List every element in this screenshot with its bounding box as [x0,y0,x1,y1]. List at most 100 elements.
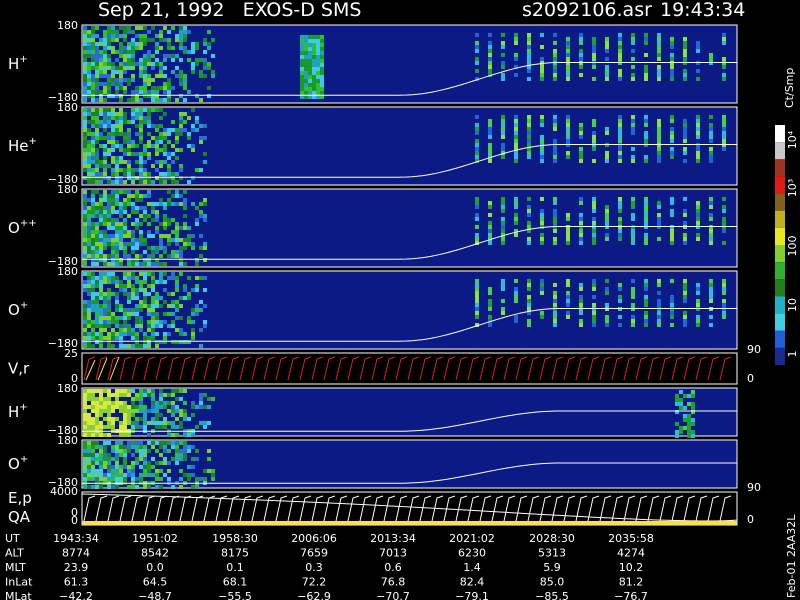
spectrum-cell [475,295,479,299]
spectrum-cell [127,405,131,409]
spectrum-cell [131,172,135,176]
spectrum-cell [131,140,135,144]
spectrum-cell [191,124,195,128]
spectrum-cell [475,311,479,315]
spectrum-cell [592,233,596,237]
spectrum-cell [163,202,167,206]
spectrum-cell [151,272,155,276]
spectrum-cell [179,316,183,320]
spectrum-cell [115,230,119,234]
spectrum-cell [159,397,163,401]
spectrum-cell [83,194,87,198]
spectrum-cell [675,402,679,406]
spectrum-cell [175,284,179,288]
spectrum-cell [115,250,119,254]
spectrum-cell [135,258,139,262]
spectrum-cell [155,316,159,320]
spectrum-cell [553,127,557,131]
spectrum-cell [187,50,191,54]
spectrum-cell [159,62,163,66]
spectrum-cell [107,202,111,206]
spectrum-cell [159,132,163,136]
spectrum-cell [203,42,207,46]
spectrum-cell [579,201,583,205]
spectrum-cell [187,320,191,324]
spectrum-cell [91,120,95,124]
spectrum-cell [111,401,115,405]
spectrum-cell [207,46,211,50]
spectrum-cell [135,246,139,250]
spectrum-cell [171,413,175,417]
spectrum-cell [83,198,87,202]
spectrum-cell [111,449,115,453]
spectrum-cell [147,132,151,136]
spectrum-cell [179,409,183,413]
spectrum-cell [553,311,557,315]
spectrum-cell [151,144,155,148]
spectrum-cell [167,168,171,172]
spectrum-cell [175,250,179,254]
spectrum-cell [722,283,726,287]
spectrum-cell [123,160,127,164]
spectrum-cell [127,50,131,54]
spectrum-cell [147,116,151,120]
spectrum-cell [87,332,91,336]
row-value: 7013 [379,547,407,560]
spectrum-cell [670,41,674,45]
spectrum-cell [175,304,179,308]
spectrum-cell [91,180,95,184]
colorbar-segment [775,330,785,348]
spectrum-cell [127,176,131,180]
spectrum-cell [99,62,103,66]
tick-label: 0 [71,514,78,527]
spectrum-cell [159,401,163,405]
row-value: 85.0 [540,576,565,589]
spectrum-cell [91,116,95,120]
spectrum-cell [111,393,115,397]
spectrum-cell [203,276,207,280]
label-sup: + [20,300,28,311]
spectrum-cell [683,315,687,319]
spectrum-cell [99,465,103,469]
spectrum-cell [566,155,570,159]
spectrum-cell [139,58,143,62]
spectrum-cell [127,254,131,258]
spectrum-cell [147,234,151,238]
spectrum-cell [644,33,648,37]
spectrum-cell [683,37,687,41]
spectrum-cell [171,230,175,234]
spectrum-cell [151,202,155,206]
spectrum-cell [115,276,119,280]
spectrum-cell [107,324,111,328]
spectrum-cell [163,441,167,445]
spectrum-cell [696,151,700,155]
spectrum-cell [95,148,99,152]
spectrum-cell [722,127,726,131]
spectrum-cell [605,131,609,135]
spectrum-cell [151,206,155,210]
spectrum-cell [143,26,147,30]
spectrum-cell [123,168,127,172]
spectrum-cell [187,340,191,344]
spectrum-cell [657,119,661,123]
spectrum-cell [579,237,583,241]
spectrum-cell [147,344,151,348]
spectrum-cell [103,58,107,62]
spectrum-cell [151,94,155,98]
spectrum-cell [320,55,324,59]
spectrum-cell [107,461,111,465]
spectrum-cell [139,453,143,457]
spectrum-cell [553,217,557,221]
tick-label: 180 [57,101,78,114]
spectrum-cell [103,176,107,180]
spectrum-cell [99,397,103,401]
spectrum-cell [553,57,557,61]
spectrum-cell [722,61,726,65]
spectrum-cell [155,74,159,78]
spectrum-cell [111,336,115,340]
spectrum-cell [514,151,518,155]
spectrum-cell [155,230,159,234]
spectrum-cell [87,62,91,66]
spectrum-cell [111,94,115,98]
spectrum-cell [111,168,115,172]
